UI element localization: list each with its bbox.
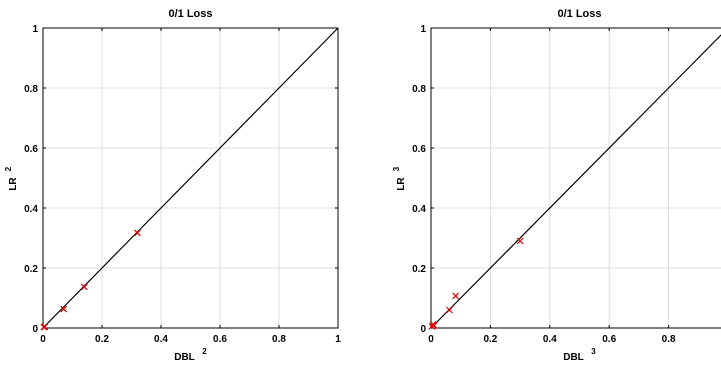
y-axis-label: LR [8, 177, 19, 191]
x-tick-label: 0.2 [95, 334, 109, 345]
diagonal-line [430, 34, 721, 329]
x-axis-label: DBL [174, 352, 195, 363]
plot-area-frame [430, 27, 721, 329]
plot-area-frame [42, 27, 339, 329]
x-tick-label: 0.8 [662, 334, 676, 345]
y-tick-label: 1 [420, 24, 426, 35]
x-tick-label: 0 [428, 334, 434, 345]
y-tick-label: 0.2 [24, 264, 38, 275]
data-point [445, 306, 453, 314]
y-tick-label: 0.4 [24, 204, 38, 215]
y-tick-label: 0.4 [412, 204, 426, 215]
x-tick-label: 0.8 [272, 334, 286, 345]
x-tick-label: 0.4 [543, 334, 557, 345]
y-tick-label: 0.6 [24, 144, 38, 155]
data-point [41, 323, 49, 331]
y-tick-label: 0.2 [412, 264, 426, 275]
y-axis-label-superscript: 2 [4, 166, 13, 171]
y-tick-label: 0.8 [412, 84, 426, 95]
data-point [452, 292, 460, 300]
y-axis-label-superscript: 3 [392, 166, 401, 171]
x-tick-label: 0.6 [213, 334, 227, 345]
y-tick-label: 0 [420, 324, 426, 335]
data-point [516, 237, 524, 245]
y-axis-label: LR [396, 177, 407, 191]
x-tick-label: 0.4 [154, 334, 168, 345]
chart-right: 0 0.2 0.4 0.6 0.8 0 0.2 0.4 0.6 0.8 1 0/1 Loss DBL 3 L… [392, 8, 721, 363]
y-tick-label: 0 [32, 324, 38, 335]
chart-title: 0/1 Loss [168, 8, 212, 20]
diagonal-line [42, 27, 339, 329]
x-tick-label: 0.2 [483, 334, 497, 345]
y-tick-label: 1 [32, 24, 38, 35]
y-tick-label: 0.6 [412, 144, 426, 155]
y-tick-label: 0.8 [24, 84, 38, 95]
x-tick-label: 0 [40, 334, 46, 345]
chart-title: 0/1 Loss [557, 8, 601, 20]
x-axis-label-superscript: 3 [591, 347, 596, 356]
x-tick-label: 1 [335, 334, 341, 345]
x-tick-label: 0.6 [602, 334, 616, 345]
data-point [80, 283, 88, 291]
data-point [430, 322, 438, 330]
data-point [60, 305, 68, 313]
chart-left: 0 0.2 0.4 0.6 0.8 1 0 0.2 0.4 0.6 0.8 1 0/1 Loss DBL 2… [4, 8, 341, 363]
data-point [133, 229, 141, 237]
x-axis-label: DBL [563, 352, 584, 363]
x-axis-label-superscript: 2 [202, 347, 207, 356]
